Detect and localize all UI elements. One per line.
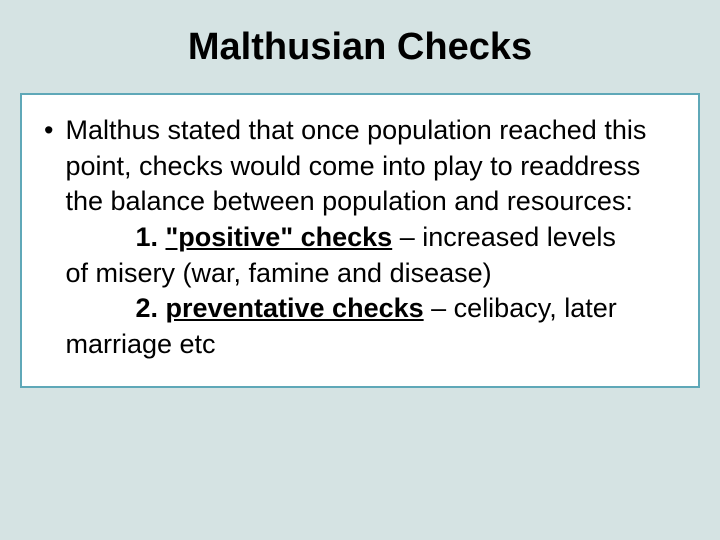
body-text: Malthus stated that once population reac… bbox=[65, 113, 676, 362]
item-1-number: 1. bbox=[135, 222, 165, 252]
item-1-rest-a: increased levels bbox=[422, 222, 616, 252]
item-1-sep: – bbox=[392, 222, 422, 252]
item-1-rest-b: of misery (war, famine and disease) bbox=[65, 258, 491, 288]
content-box: • Malthus stated that once population re… bbox=[20, 93, 700, 388]
bullet-marker: • bbox=[44, 113, 53, 148]
item-2-line: 2. preventative checks – celibacy, later… bbox=[65, 293, 616, 359]
bullet-block: • Malthus stated that once population re… bbox=[44, 113, 676, 362]
item-1-label: "positive" checks bbox=[165, 222, 392, 252]
item-2-number: 2. bbox=[135, 293, 165, 323]
item-2-sep: – bbox=[424, 293, 454, 323]
item-1-line: 1. "positive" checks – increased levels bbox=[135, 222, 615, 252]
slide-title: Malthusian Checks bbox=[20, 26, 700, 69]
item-2-label: preventative checks bbox=[165, 293, 423, 323]
intro-text: Malthus stated that once population reac… bbox=[65, 115, 646, 216]
